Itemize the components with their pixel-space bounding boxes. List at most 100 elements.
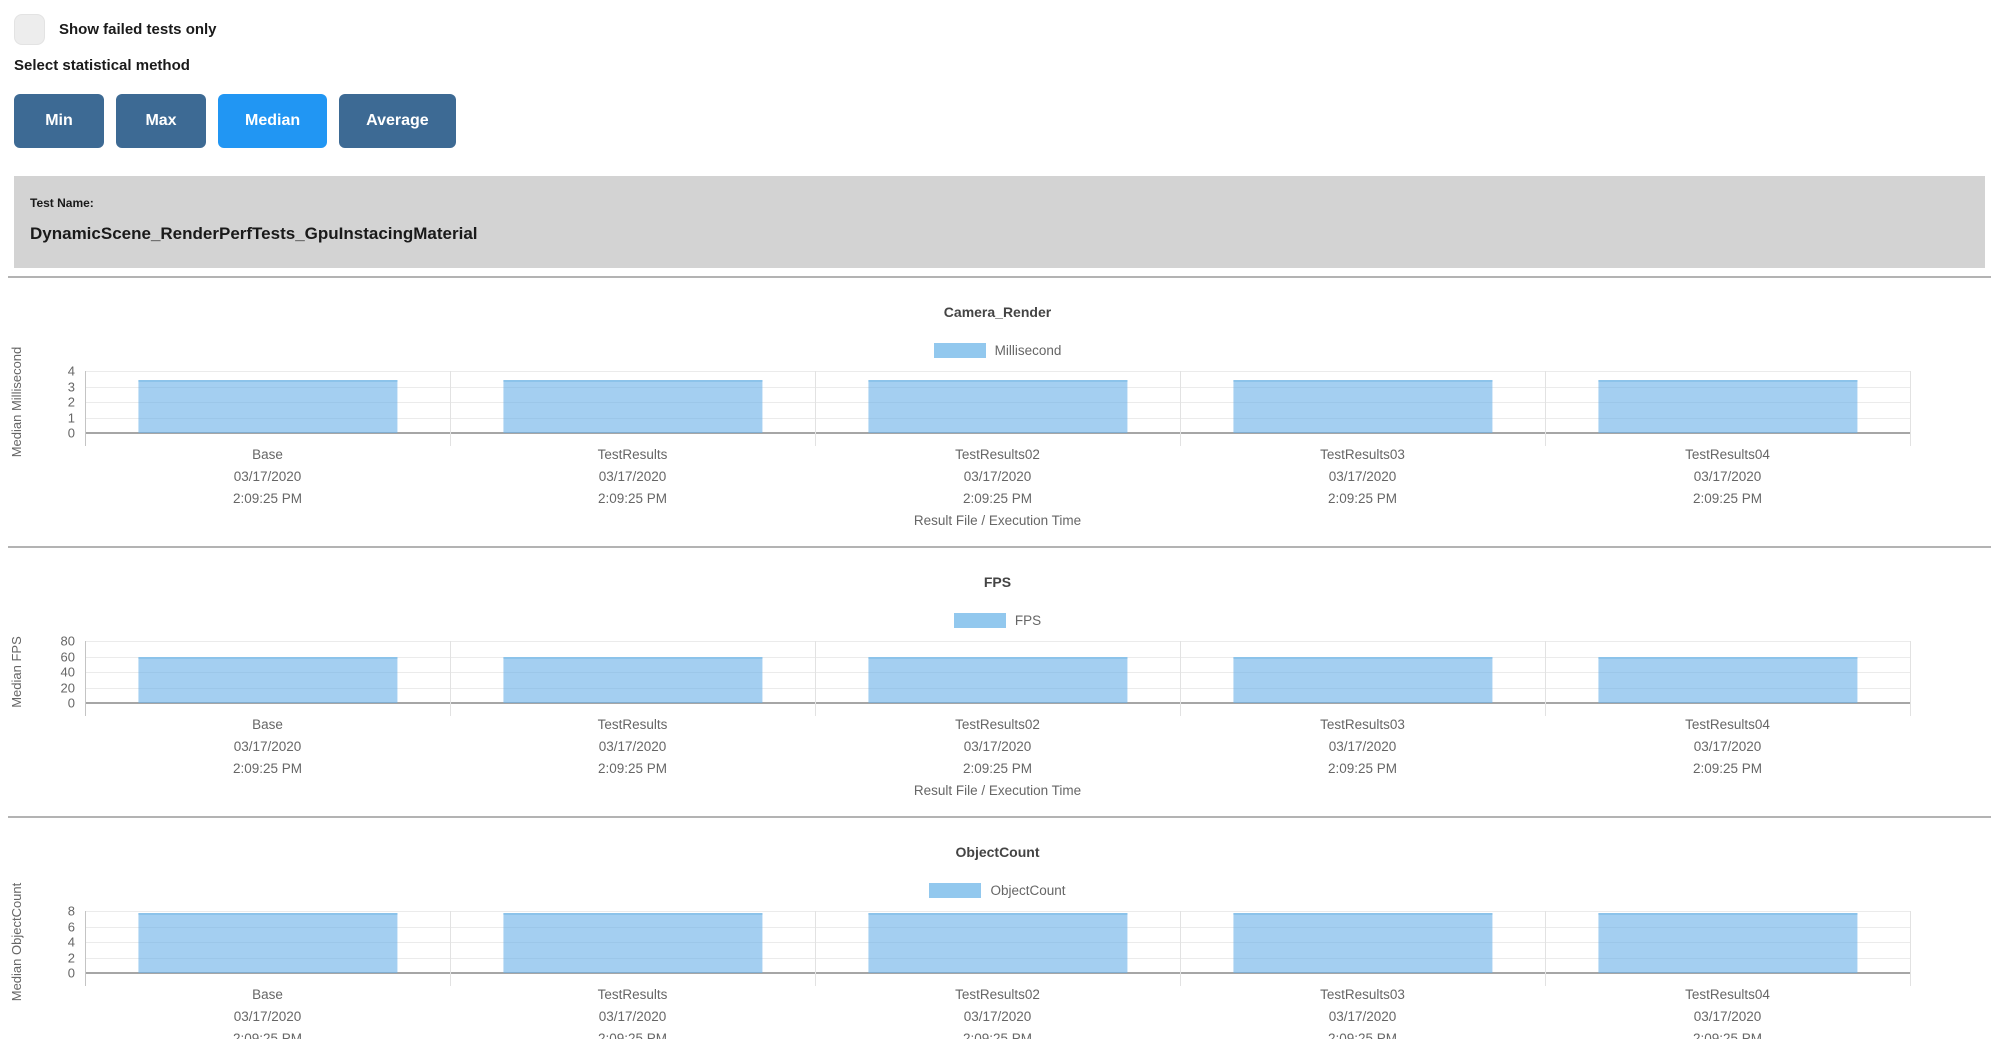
x-label-line: 03/17/2020 [963, 1009, 1032, 1024]
x-label-line: 2:09:25 PM [962, 491, 1033, 506]
bar-testresults03 [1232, 657, 1493, 703]
x-label-group: Base 03/17/2020 2:09:25 PM [85, 984, 450, 1039]
category-separator [1910, 641, 1911, 716]
x-label-line: 2:09:25 PM [1692, 491, 1763, 506]
controls-panel: Show failed tests only Select statistica… [0, 0, 1999, 148]
y-axis-label: Median Millisecond [9, 346, 24, 458]
x-label-line: 2:09:25 PM [962, 761, 1033, 776]
stat-button-min[interactable]: Min [14, 94, 104, 148]
category-separator [1545, 371, 1546, 446]
y-tick-label: 8 [67, 903, 75, 919]
category-separator [1545, 911, 1546, 986]
x-label-line: 03/17/2020 [598, 739, 667, 754]
bar-testresults [502, 380, 763, 433]
x-label-line: TestResults [597, 987, 668, 1002]
y-tick-label: 4 [67, 363, 75, 379]
chart-plot-area: Median FPS 80 60 40 20 0 [9, 634, 1911, 716]
x-label-line: 2:09:25 PM [1692, 761, 1763, 776]
select-method-label: Select statistical method [14, 57, 190, 74]
x-label-line: TestResults02 [955, 987, 1040, 1002]
category-separator [815, 371, 816, 446]
divider [8, 276, 1991, 278]
x-label-line: 03/17/2020 [1328, 1009, 1397, 1024]
y-tick-label: 4 [67, 934, 75, 950]
chart-camera-render: Camera_Render Millisecond Median Millise… [0, 304, 1999, 532]
x-label-line: 03/17/2020 [233, 1009, 302, 1024]
x-label-group: TestResults02 03/17/2020 2:09:25 PM [815, 444, 1180, 510]
x-label-line: TestResults [597, 717, 668, 732]
x-label-group: TestResults02 03/17/2020 2:09:25 PM [815, 984, 1180, 1039]
x-label-line: TestResults03 [1320, 717, 1405, 732]
gridline [85, 371, 1910, 372]
category-separator [1180, 641, 1181, 716]
y-tick-label: 80 [60, 633, 75, 649]
plot [85, 371, 1911, 446]
category-separator [815, 641, 816, 716]
x-label-line: 03/17/2020 [963, 739, 1032, 754]
y-tick-label: 0 [67, 425, 75, 441]
x-label-group: TestResults 03/17/2020 2:09:25 PM [450, 984, 815, 1039]
legend-label: ObjectCount [990, 882, 1066, 898]
plot [85, 911, 1911, 986]
bar-testresults03 [1232, 380, 1493, 433]
show-failed-checkbox[interactable] [14, 14, 45, 45]
x-label-line: 03/17/2020 [1693, 469, 1762, 484]
y-tick-label: 3 [67, 379, 75, 394]
x-label-line: 03/17/2020 [598, 1009, 667, 1024]
x-axis-line [85, 702, 1910, 704]
category-separator [450, 641, 451, 716]
category-separator [450, 911, 451, 986]
bar-base [137, 912, 398, 973]
stat-button-median[interactable]: Median [218, 94, 328, 148]
x-label-line: TestResults04 [1685, 447, 1770, 462]
legend-label: FPS [1014, 612, 1042, 628]
x-label-line: 2:09:25 PM [1327, 1031, 1398, 1039]
divider [8, 816, 1991, 818]
x-axis-title: Result File / Execution Time [913, 513, 1082, 528]
plot [85, 641, 1911, 716]
x-label-group: TestResults04 03/17/2020 2:09:25 PM [1545, 444, 1910, 510]
show-failed-label: Show failed tests only [59, 21, 217, 38]
bar-testresults [502, 657, 763, 703]
y-tick-label: 1 [67, 410, 75, 425]
x-label-line: 2:09:25 PM [962, 1031, 1033, 1039]
x-label-group: Base 03/17/2020 2:09:25 PM [85, 714, 450, 780]
x-label-line: 2:09:25 PM [232, 491, 303, 506]
bar-testresults02 [867, 657, 1128, 703]
bar-testresults04 [1597, 657, 1858, 703]
divider [8, 546, 1991, 548]
x-label-line: 2:09:25 PM [1327, 491, 1398, 506]
y-tick-label: 0 [67, 695, 75, 711]
x-axis-line [85, 972, 1910, 974]
x-axis-labels: Base 03/17/2020 2:09:25 PM TestResults 03/17… [85, 714, 1910, 780]
bar-testresults04 [1597, 380, 1858, 433]
x-label-group: Base 03/17/2020 2:09:25 PM [85, 444, 450, 510]
y-axis-line [85, 371, 86, 446]
x-label-line: TestResults03 [1320, 447, 1405, 462]
x-label-line: 2:09:25 PM [232, 1031, 303, 1039]
category-separator [1545, 641, 1546, 716]
gridline [85, 641, 1910, 642]
category-separator [1910, 371, 1911, 446]
x-axis-labels: Base 03/17/2020 2:09:25 PM TestResults 03/17… [85, 984, 1910, 1039]
stat-button-average[interactable]: Average [339, 94, 456, 148]
x-label-line: 2:09:25 PM [232, 761, 303, 776]
y-axis-ticks: 80 60 40 20 0 [31, 634, 75, 711]
stat-method-button-group: Min Max Median Average [14, 94, 1985, 148]
chart-fps: FPS FPS Median FPS 80 60 40 20 0 Base 03/17/2… [0, 574, 1999, 802]
category-separator [815, 911, 816, 986]
x-label-group: TestResults 03/17/2020 2:09:25 PM [450, 714, 815, 780]
x-label-line: TestResults02 [955, 447, 1040, 462]
bar-testresults03 [1232, 912, 1493, 973]
x-label-line: 2:09:25 PM [1692, 1031, 1763, 1039]
stat-button-max[interactable]: Max [116, 94, 206, 148]
x-label-line: 03/17/2020 [233, 469, 302, 484]
x-label-group: TestResults04 03/17/2020 2:09:25 PM [1545, 714, 1910, 780]
legend-swatch [933, 342, 986, 358]
x-label-line: 2:09:25 PM [597, 491, 668, 506]
x-axis-line [85, 432, 1910, 434]
bar-base [137, 657, 398, 703]
y-tick-label: 0 [67, 965, 75, 981]
